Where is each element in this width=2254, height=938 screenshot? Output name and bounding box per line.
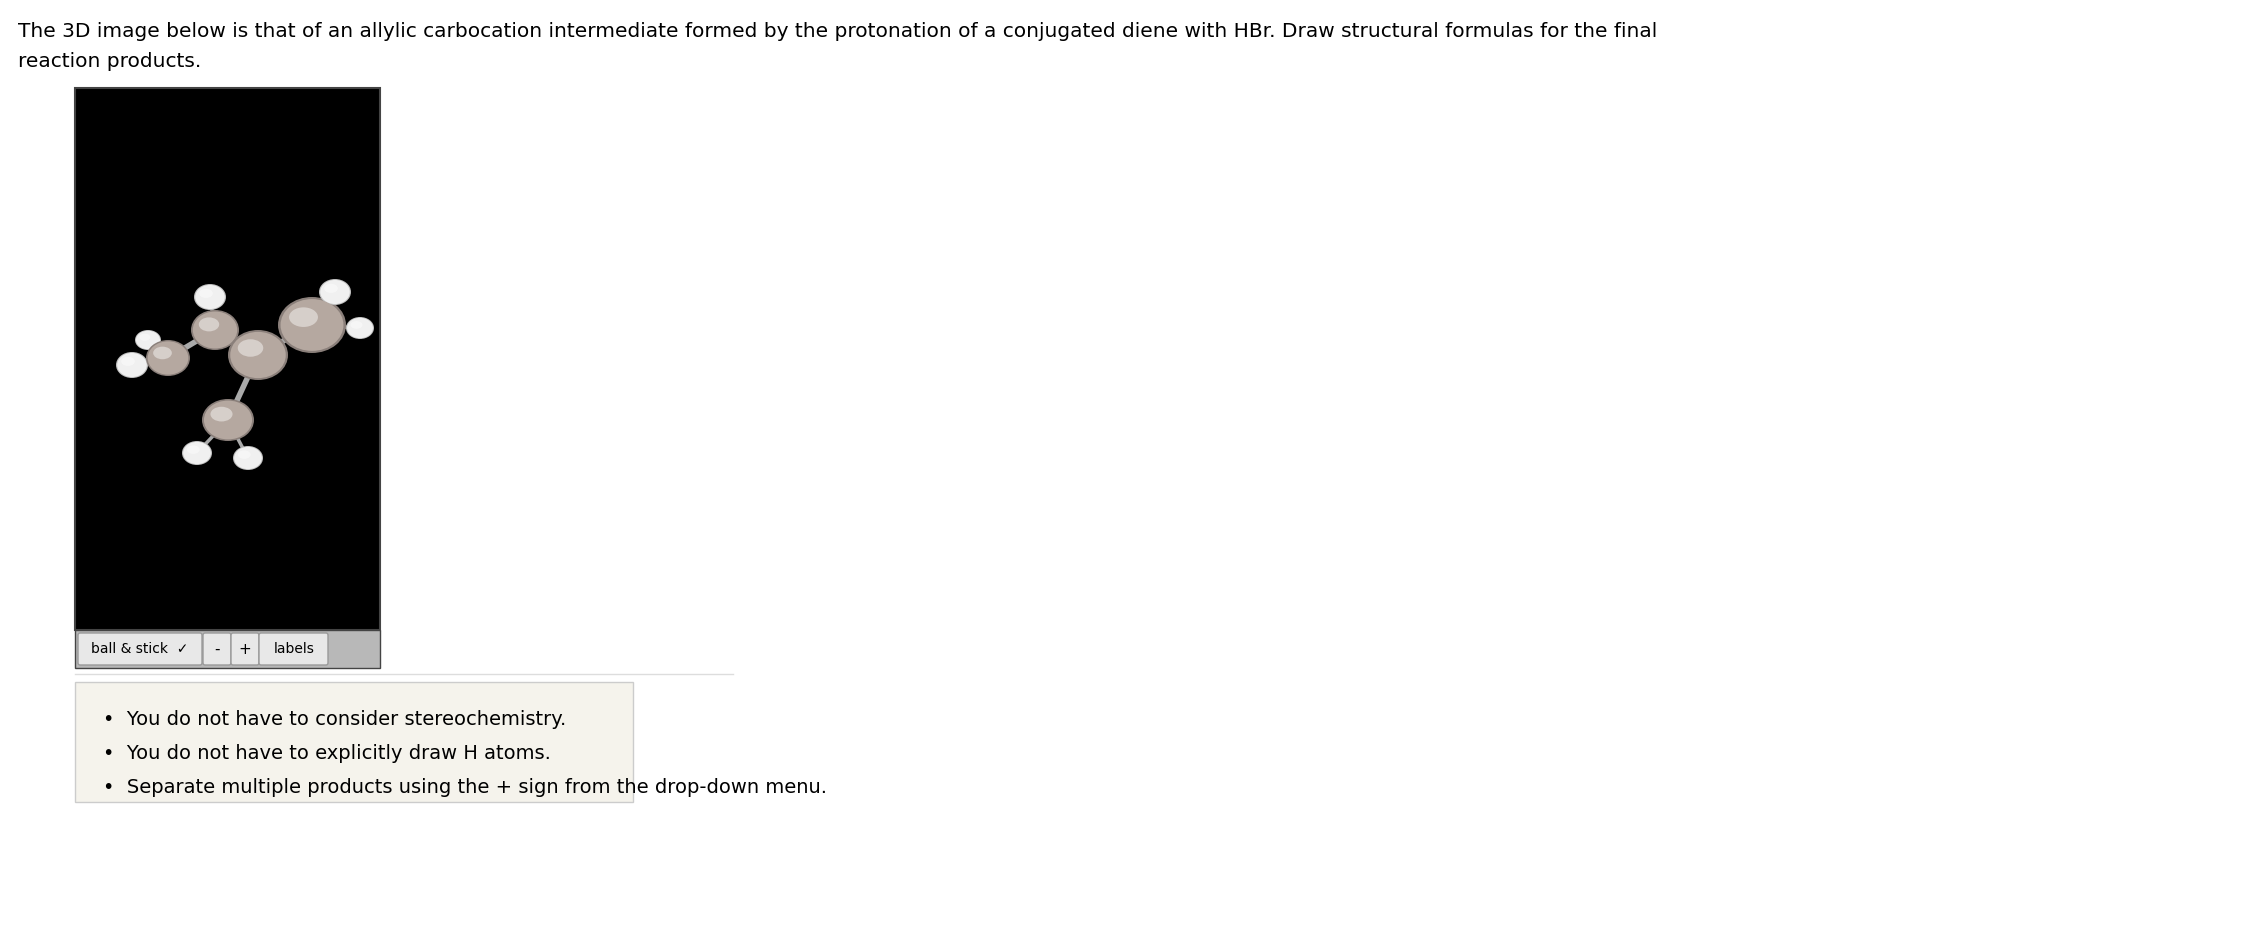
Ellipse shape [198,317,219,331]
Ellipse shape [352,321,363,329]
Ellipse shape [192,310,239,350]
Ellipse shape [320,279,352,305]
Text: •  You do not have to explicitly draw H atoms.: • You do not have to explicitly draw H a… [104,744,550,763]
Text: •  You do not have to consider stereochemistry.: • You do not have to consider stereochem… [104,710,566,729]
Ellipse shape [135,331,160,349]
Ellipse shape [320,280,349,304]
Text: ball & stick  ✓: ball & stick ✓ [92,642,189,656]
Ellipse shape [203,399,255,441]
Ellipse shape [140,334,151,340]
Text: +: + [239,642,252,657]
Ellipse shape [325,284,338,293]
Ellipse shape [198,289,212,298]
FancyBboxPatch shape [203,633,230,665]
FancyBboxPatch shape [79,633,203,665]
Ellipse shape [183,441,212,465]
FancyBboxPatch shape [74,88,381,630]
Ellipse shape [122,356,135,366]
Ellipse shape [149,341,189,374]
Ellipse shape [230,332,286,378]
Ellipse shape [194,284,225,310]
Ellipse shape [187,446,201,454]
FancyBboxPatch shape [259,633,329,665]
Ellipse shape [228,330,289,380]
Ellipse shape [347,318,372,339]
Text: reaction products.: reaction products. [18,52,201,71]
Ellipse shape [203,401,252,439]
Text: •  Separate multiple products using the + sign from the drop-down menu.: • Separate multiple products using the +… [104,778,827,797]
FancyBboxPatch shape [230,633,259,665]
Ellipse shape [279,299,343,351]
Ellipse shape [194,311,237,349]
Text: -: - [214,642,219,657]
Ellipse shape [347,317,374,339]
Ellipse shape [234,446,261,469]
Ellipse shape [196,285,225,309]
Ellipse shape [289,308,318,327]
FancyBboxPatch shape [74,630,381,668]
Ellipse shape [237,340,264,356]
Ellipse shape [210,407,232,421]
Ellipse shape [115,352,149,378]
Ellipse shape [239,450,250,459]
Text: The 3D image below is that of an allylic carbocation intermediate formed by the : The 3D image below is that of an allylic… [18,22,1657,41]
Ellipse shape [153,347,171,359]
Ellipse shape [183,442,212,464]
Ellipse shape [277,297,347,353]
Ellipse shape [117,353,147,377]
Ellipse shape [232,446,264,470]
FancyBboxPatch shape [74,682,633,802]
Ellipse shape [135,330,160,350]
Ellipse shape [147,340,189,376]
Text: labels: labels [273,642,316,656]
